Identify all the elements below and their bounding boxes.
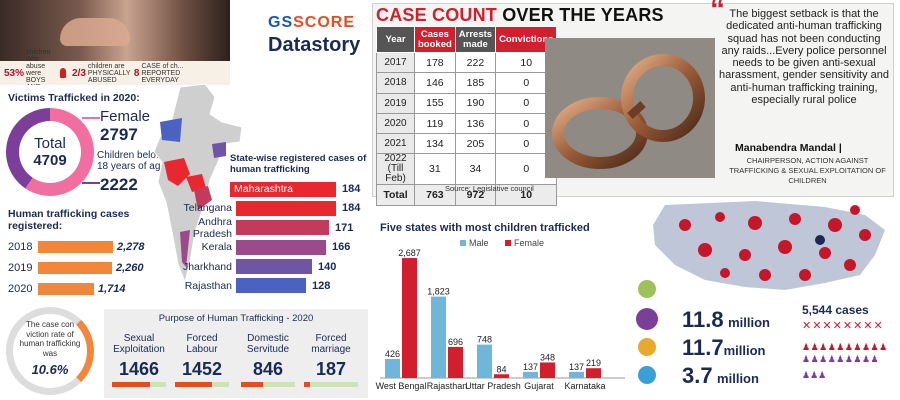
legend-label-female: Female [514,238,544,248]
ht-cases-title: Human trafficking cases registered: [8,208,130,232]
data-label: 348 [540,352,555,362]
table-row: 2020 119 136 0 [376,112,558,135]
conviction-rate-ring [6,307,94,395]
purpose-item: Domestic Servitude 846 [237,333,299,387]
conviction-rate-value: 10.6% [31,362,69,377]
state-row: Maharashtra 184 [160,180,360,198]
cases-x-icons: ✕✕✕✕✕✕✕✕ [802,320,884,332]
bar-female [494,374,509,378]
ht-cases-list: 2018 2,278 2019 2,260 2020 1,714 [8,238,145,298]
quote-mark-icon: “ [710,0,725,26]
purpose-item: Forced marriage 187 [300,333,362,387]
hand-over-mouth-image [60,18,130,46]
table-row: 2021 134 205 0 [376,133,558,155]
table-row: 2019 155 190 0 [376,92,558,114]
category-label: West Bengal [376,381,427,391]
state-row: Jharkhand 140 [182,259,337,275]
bar-male [431,296,446,378]
child-figure-icon [60,68,67,78]
children-label: Children below 18 years of age [97,150,166,172]
category-label: Gujarat [524,381,554,391]
table-row: 2022 (Till Feb) 31 34 0 [376,153,558,186]
strip-stat-3: 8 CASE of ch... REPORTED EVERYDAY [133,62,184,84]
data-label: 696 [448,337,463,347]
children-value: 2222 [100,175,138,194]
five-states-chart: Male Female 426 2,687 West Bengal 1,823 696 Raj… [376,238,625,391]
ht-row-2020: 2020 1,714 [8,283,126,295]
data-label: 748 [477,335,492,345]
data-label: 1,823 [427,287,450,297]
banner-photo: 53%children who ... abuse were BOYS AND … [0,0,230,85]
bar-female [448,346,463,378]
five-states-title: Five states with most children trafficke… [380,222,590,234]
legend-swatch-male [460,240,466,246]
ht-row-2019: 2019 2,260 [8,262,144,274]
case-count-source: Source: Legislative council [445,184,534,193]
state-row: Kerala 166 [201,239,351,255]
stat-million-1: 11.8 million [682,307,770,332]
purpose-title: Purpose of Human Trafficking - 2020 [158,313,314,324]
total-value: 4709 [33,152,67,169]
quote-author: Manabendra Mandal | [735,142,842,154]
state-row: Rajasthan 128 [184,278,331,294]
stat-million-3: 3.7 million [682,363,759,388]
total-label: Total [34,135,66,152]
data-label: 137 [569,362,584,372]
strip-stat-2: 2/3 children are PHYSICALLY ABUSED [72,62,131,84]
data-label: 137 [523,362,538,372]
data-label: 219 [586,358,601,368]
table-row: 2017 178 222 10 [376,51,558,74]
female-value: 2797 [100,125,138,144]
purpose-item: Forced Labour 1452 [171,333,233,387]
quote-role: CHAIRPERSON, ACTION AGAINST TRAFFICKING … [729,156,886,185]
category-label: Karnataka [564,381,605,391]
state-row: Telangana 184 [183,200,361,216]
bar-female [540,362,555,378]
gsscore-logo: GSSCORE Datastory [268,14,361,56]
category-label: Rajasthan [427,381,468,391]
photo-stats-strip: 53%children who ... abuse were BOYS AND … [0,49,230,85]
bar-female [586,368,601,378]
victims-donut: Total 4709 [6,108,94,196]
bar-male [523,371,538,378]
bar-male [385,358,400,378]
people-icons-3: ♟♟♟ [802,370,827,380]
strip-stat-1: 53%children who ... abuse were BOYS AND … [4,49,67,85]
bar-male [569,371,584,378]
legend-label-male: Male [469,238,489,248]
stat-million-2: 11.7million [682,335,766,360]
data-label: 426 [385,349,400,359]
bar-female [402,258,417,378]
quote-block: “ The biggest setback is that the dedica… [710,0,890,107]
data-label: 84 [496,364,506,374]
people-icons: ♟♟♟♟♟♟♟♟♟♟ [802,342,888,352]
category-label: Uttar Pradesh [465,381,521,391]
conviction-rate-text: The case con viction rate of human traff… [19,320,81,358]
female-label: Female [100,108,151,125]
table-header-row: Year Cases booked Arrests made Convictio… [376,26,558,53]
world-dots-map [653,201,885,290]
stat-cases: 5,544 cases [802,303,869,317]
table-total-row: Total 763 972 10 [376,184,558,206]
ht-row-2018: 2018 2,278 [8,241,145,253]
case-count-table: Year Cases booked Arrests made Convictio… [376,26,558,206]
global-stats: 11.8 million 11.7million 3.7 million 5,5… [632,270,900,400]
people-icons-2: ♟♟♟♟♟♟♟♟♟ [802,354,880,364]
state-cases-list: Maharashtra 184 Telangana 184 Andhra Prade… [160,180,360,296]
india-map [153,83,243,284]
data-label: 2,687 [398,248,421,258]
quote-text: The biggest setback is that the dedicate… [719,8,889,107]
handcuffs-image [545,38,715,178]
table-row: 2018 146 185 0 [376,72,558,94]
purpose-item: Sexual Exploitation 1466 [108,333,170,387]
legend-swatch-female [505,240,511,246]
state-row: Andhra Pradesh 171 [192,215,354,240]
case-count-title: CASE COUNT OVER THE YEARS [376,5,664,25]
bar-male [477,344,492,378]
state-cases-title: State-wise registered cases of human tra… [230,153,367,175]
victims-title: Victims Trafficked in 2020: [8,92,140,104]
